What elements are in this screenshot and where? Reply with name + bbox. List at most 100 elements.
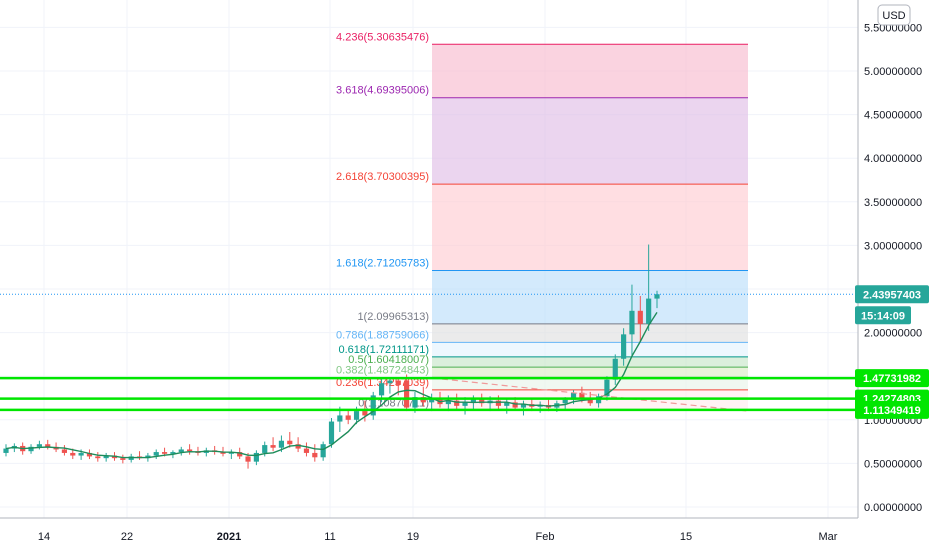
countdown-tag-bg [855, 306, 911, 325]
overlay-layer [0, 293, 858, 459]
candle-body [78, 452, 84, 456]
price-tick-label: 5.50000000 [864, 22, 922, 34]
candle-body [646, 298, 652, 324]
candle-body [220, 452, 226, 454]
horizontal-line-tag-bg [855, 400, 929, 419]
candle [270, 437, 276, 452]
candle-body [520, 404, 527, 408]
candle-body [45, 444, 51, 447]
candle-body [3, 448, 9, 453]
countdown-tag-text: 15:14:09 [861, 310, 905, 322]
candle-body [312, 452, 318, 458]
candle [345, 409, 351, 425]
time-tick-label: 14 [38, 531, 50, 543]
moving-average-line [5, 312, 658, 459]
candle [654, 290, 660, 309]
candle-body [612, 358, 618, 380]
candle-body [637, 310, 643, 324]
candle-body [479, 398, 485, 404]
price-tick-label: 2.00000000 [864, 328, 922, 340]
currency-badge-label: USD [882, 10, 905, 22]
candle [136, 451, 143, 460]
candle-body [161, 452, 168, 454]
price-tick-label: 3.50000000 [864, 197, 922, 209]
candle-body [445, 400, 451, 405]
candle-body [287, 440, 293, 445]
last-price-tag-bg [855, 285, 929, 304]
fib-level-label: 3.618(4.69395006) [336, 85, 429, 97]
fib-zone [432, 270, 748, 324]
time-axis-bg [0, 518, 932, 550]
currency-badge[interactable]: USD [877, 4, 911, 26]
time-axis[interactable]: 14 22 2021 11 19 Feb 15 Mar [0, 517, 932, 550]
price-tick-label: 4.00000000 [864, 153, 922, 165]
candle-body [145, 455, 151, 459]
price-axis-bg [858, 0, 932, 550]
time-tick-label: 2021 [217, 531, 241, 543]
horizontal-line-tag: 1.47731982 [855, 369, 929, 388]
candle [61, 445, 68, 456]
candle-body [362, 411, 368, 416]
candle [621, 328, 627, 366]
candle [203, 447, 209, 457]
fib-level-label: 4.236(5.30635476) [336, 31, 429, 43]
candle-body [303, 448, 310, 453]
candle-body [353, 411, 360, 420]
price-axis[interactable]: 5.50000000 5.00000000 4.50000000 4.00000000… [857, 0, 932, 550]
candle-body [621, 334, 627, 359]
fibonacci-extension[interactable]: 4.236(5.30635476) 3.618(4.69395006) 2.618(… [336, 31, 748, 411]
candle-body [95, 456, 101, 459]
countdown-tag: 15:14:09 [855, 306, 911, 325]
candle-body [262, 445, 268, 453]
candle-body [654, 294, 660, 299]
candle [462, 397, 468, 415]
candle-body [512, 402, 518, 408]
price-tick-label: 3.00000000 [864, 240, 922, 252]
candle [612, 354, 618, 385]
candle-body [170, 452, 176, 454]
candle-body [103, 455, 109, 459]
time-tick-label: 11 [324, 531, 335, 543]
candle [3, 444, 9, 457]
candle-body [370, 395, 376, 416]
fib-zone [432, 323, 748, 343]
candle-body [187, 449, 193, 452]
candle-body [378, 383, 385, 396]
candle-body [495, 400, 502, 406]
candle [120, 454, 126, 464]
candle [303, 442, 310, 457]
price-tick-label: 5.00000000 [864, 66, 922, 78]
candle-body [470, 398, 476, 403]
time-tick-label: Mar [819, 531, 838, 543]
candle [153, 449, 159, 460]
candle [320, 441, 326, 461]
candle [404, 374, 410, 412]
candle [479, 393, 485, 407]
candle [45, 439, 51, 450]
candle-body [61, 449, 68, 453]
candle [629, 284, 635, 356]
fib-level-label: 0.5(1.60418007) [348, 354, 429, 366]
fib-zone [432, 184, 748, 271]
candle-body [328, 421, 335, 445]
candle-body [70, 452, 76, 456]
candle-body [178, 449, 184, 453]
trend-line[interactable] [431, 377, 749, 412]
candle [86, 449, 93, 460]
candle [103, 452, 109, 462]
horizontal-line-tag-text: 1.47731982 [863, 373, 921, 385]
candle-body [412, 397, 418, 408]
candle-body [462, 402, 468, 406]
fib-zone [432, 377, 748, 390]
candle [178, 446, 184, 456]
candle [429, 393, 435, 412]
candle-body [562, 399, 568, 404]
candle [637, 295, 643, 342]
time-tick-label: 15 [680, 531, 692, 543]
candle-body [245, 456, 251, 462]
candle-body [570, 392, 577, 400]
price-tick-label: 4.50000000 [864, 110, 922, 122]
candle [95, 452, 101, 462]
